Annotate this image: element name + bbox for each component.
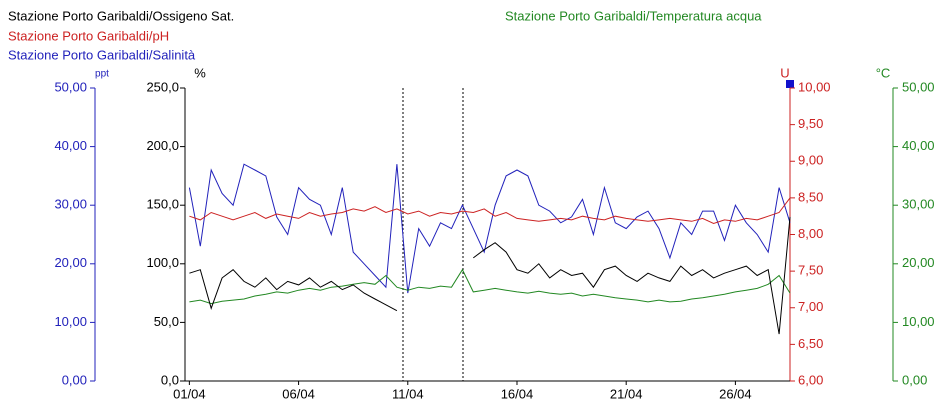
data-line: [189, 268, 791, 305]
y-tick-label: 50,00: [902, 79, 935, 94]
y-tick-label: 10,00: [798, 79, 831, 94]
data-line: [188, 163, 791, 294]
y-tick-label: 150,0: [146, 197, 179, 212]
y-tick-label: 250,0: [146, 79, 179, 94]
y-tick-label: 50,0: [154, 314, 179, 329]
y-tick-label: 0,0: [161, 372, 179, 387]
y-tick-label: 30,00: [902, 197, 935, 212]
y-tick-label: 20,00: [54, 255, 87, 270]
x-tick-label: 01/04: [173, 386, 206, 401]
data-line: [189, 197, 791, 225]
x-tick-label: 16/04: [501, 386, 534, 401]
legend-entry: Stazione Porto Garibaldi/Temperatura acq…: [505, 8, 762, 23]
x-tick-label: 26/04: [719, 386, 752, 401]
y-tick-label: 8,50: [798, 189, 823, 204]
y-tick-label: 30,00: [54, 197, 87, 212]
y-tick-label: 10,00: [54, 314, 87, 329]
axis-unit: %: [194, 65, 206, 80]
y-tick-label: 6,50: [798, 336, 823, 351]
data-line: [189, 216, 791, 335]
y-tick-label: 10,00: [902, 314, 935, 329]
y-tick-label: 7,00: [798, 299, 823, 314]
y-tick-label: 100,0: [146, 255, 179, 270]
y-tick-label: 200,0: [146, 138, 179, 153]
marker-square: [786, 80, 794, 88]
x-tick-label: 21/04: [610, 386, 643, 401]
y-tick-label: 0,00: [902, 372, 927, 387]
y-tick-label: 40,00: [902, 138, 935, 153]
y-tick-label: 20,00: [902, 255, 935, 270]
legend-entry: Stazione Porto Garibaldi/Ossigeno Sat.: [8, 8, 234, 23]
axis-unit: °C: [876, 65, 891, 80]
y-tick-label: 7,50: [798, 263, 823, 278]
y-tick-label: 0,00: [62, 372, 87, 387]
y-tick-label: 6,00: [798, 372, 823, 387]
axis-unit: U: [780, 65, 789, 80]
y-tick-label: 40,00: [54, 138, 87, 153]
x-tick-label: 11/04: [392, 386, 424, 401]
axis-unit: ppt: [95, 69, 109, 80]
legend-entry: Stazione Porto Garibaldi/Salinità: [8, 47, 196, 62]
y-tick-label: 9,00: [798, 153, 823, 168]
y-tick-label: 9,50: [798, 116, 823, 131]
x-tick-label: 06/04: [282, 386, 315, 401]
legend-entry: Stazione Porto Garibaldi/pH: [8, 28, 169, 43]
y-tick-label: 8,00: [798, 226, 823, 241]
y-tick-label: 50,00: [54, 79, 87, 94]
